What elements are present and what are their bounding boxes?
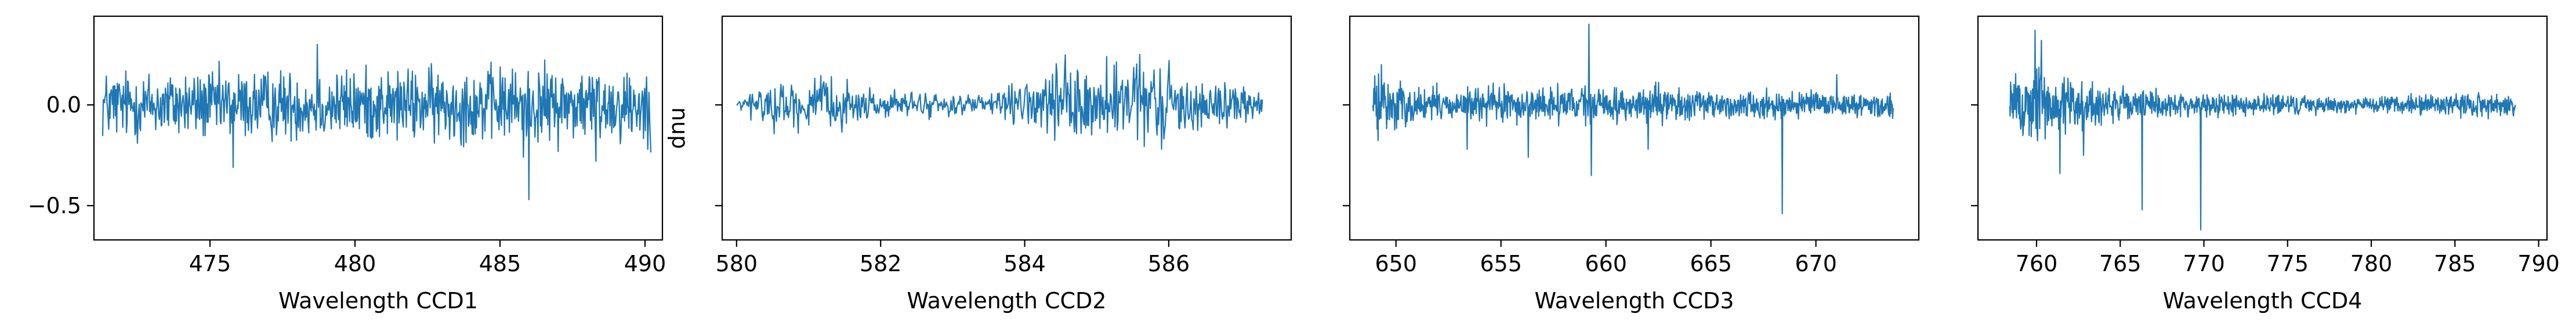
panel-ccd2: 580 582 584 586 Wavelength CCD2 dnu	[664, 15, 1292, 314]
series-line-ccd4	[2009, 30, 2516, 231]
x-tick-label: 660	[1585, 251, 1627, 276]
x-tick-label: 490	[624, 251, 666, 276]
y-ticks-ccd3	[1343, 104, 1350, 206]
x-ticks-ccd3: 650 655 660 665 670	[1375, 240, 1837, 276]
x-tick-label: 770	[2183, 251, 2225, 276]
panel-ccd1: 475 480 485 490 −0.5 0.0 Wavelength CCD1	[28, 15, 666, 314]
axes-frame-ccd3	[1349, 15, 1920, 241]
x-axis-label: Wavelength CCD4	[2162, 288, 2362, 314]
x-tick-label: 780	[2350, 251, 2393, 276]
x-tick-label: 670	[1795, 251, 1837, 276]
x-tick-label: 655	[1480, 251, 1522, 276]
x-tick-label: 586	[1148, 251, 1190, 276]
x-tick-label: 485	[479, 251, 521, 276]
x-axis-label: Wavelength CCD2	[907, 288, 1106, 314]
x-tick-label: 480	[334, 251, 376, 276]
series-line	[736, 53, 1263, 150]
series-line-ccd2	[736, 53, 1263, 150]
series-line	[102, 43, 652, 201]
y-ticks-ccd1: −0.5 0.0	[28, 92, 94, 218]
series-line	[2009, 30, 2516, 231]
x-ticks-ccd1: 475 480 485 490	[189, 240, 666, 276]
panel-ccd4: 760 765 770 775 780 785 790 Wavelength CCD4	[1971, 15, 2560, 314]
x-axis-label: Wavelength CCD3	[1534, 288, 1734, 314]
y-tick-label: −0.5	[28, 193, 81, 218]
axes-frame-ccd4	[1977, 15, 2548, 241]
series-line-ccd3	[1372, 23, 1894, 214]
x-tick-label: 785	[2434, 251, 2476, 276]
series-line-ccd1	[102, 43, 652, 201]
x-tick-label: 580	[716, 251, 758, 276]
y-ticks-ccd2	[715, 104, 722, 206]
x-tick-label: 765	[2099, 251, 2142, 276]
x-tick-label: 775	[2267, 251, 2309, 276]
x-tick-label: 665	[1690, 251, 1732, 276]
series-line	[1372, 23, 1894, 214]
y-axis-label: dnu	[664, 107, 690, 149]
x-tick-label: 790	[2517, 251, 2560, 276]
x-ticks-ccd4: 760 765 770 775 780 785 790	[2016, 240, 2560, 276]
x-ticks-ccd2: 580 582 584 586	[716, 240, 1190, 276]
x-tick-label: 582	[860, 251, 902, 276]
y-ticks-ccd4	[1971, 104, 1978, 206]
x-tick-label: 584	[1003, 251, 1046, 276]
axes-frame-ccd2	[721, 15, 1292, 241]
panel-ccd3: 650 655 660 665 670 Wavelength CCD3	[1343, 15, 1920, 314]
y-tick-label: 0.0	[46, 92, 81, 118]
axes-frame-ccd1	[93, 15, 664, 241]
x-axis-label: Wavelength CCD1	[278, 288, 478, 314]
x-tick-label: 475	[189, 251, 231, 276]
x-tick-label: 650	[1375, 251, 1417, 276]
x-tick-label: 760	[2016, 251, 2058, 276]
